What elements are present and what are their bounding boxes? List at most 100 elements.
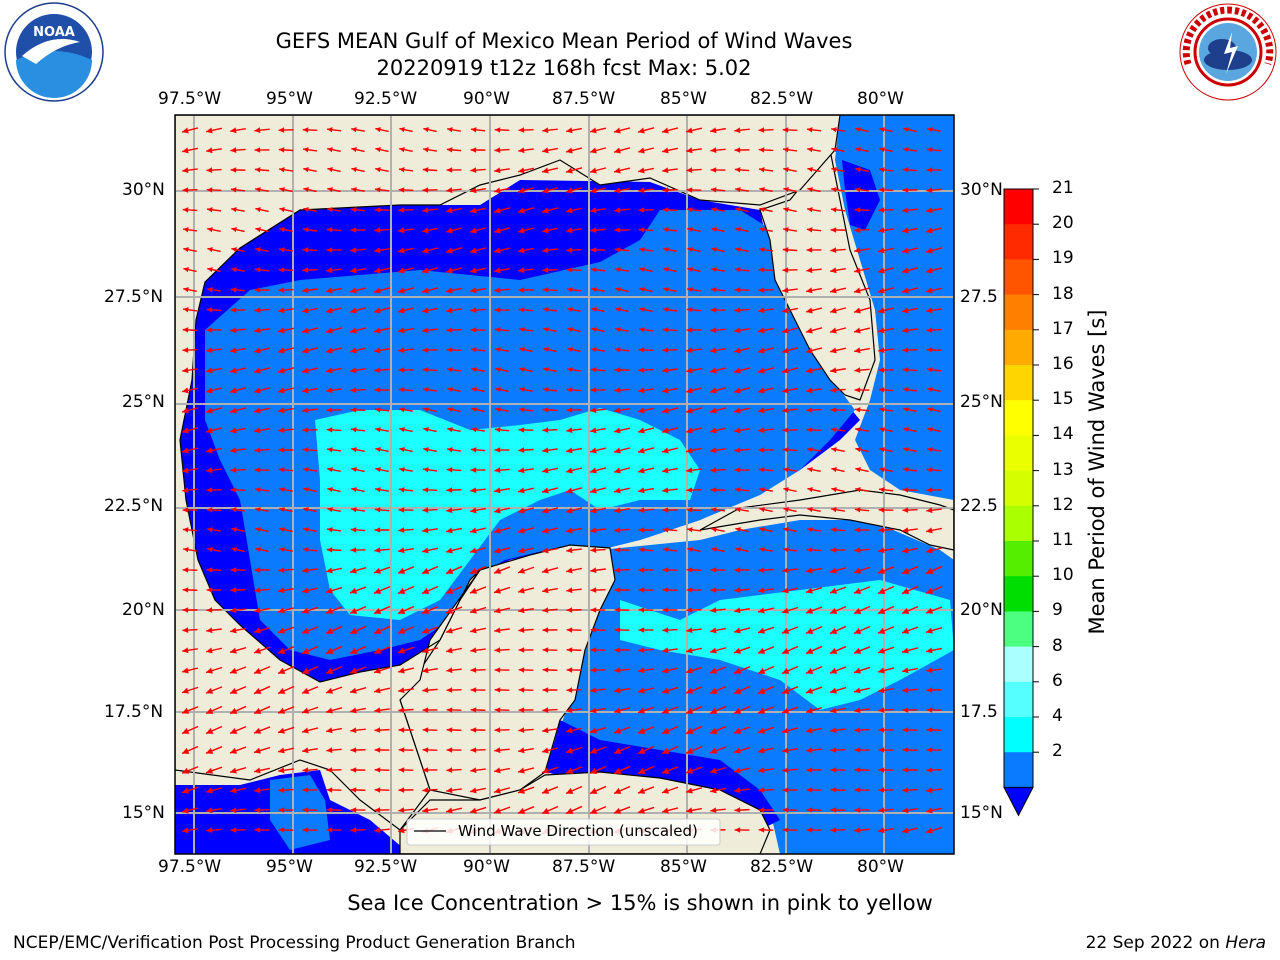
wind-wave-arrow [902,688,918,692]
wind-wave-arrowhead [855,467,861,473]
wind-wave-arrowhead [566,387,573,393]
wind-wave-arrowhead [878,827,885,834]
wind-wave-arrow [351,487,365,493]
wind-wave-arrow [854,248,870,252]
wind-wave-arrow [614,348,630,352]
wind-wave-arrowhead [279,187,285,193]
wind-wave-arrowhead [662,607,669,613]
wind-wave-arrowhead [734,387,741,394]
wind-wave-arrow [686,609,702,611]
wind-wave-arrowhead [878,607,886,614]
wind-wave-arrow [373,646,391,654]
wind-wave-arrowhead [231,247,237,253]
wind-wave-arrowhead [374,387,381,393]
wind-wave-arrowhead [806,127,813,133]
wind-wave-arrowhead [350,287,357,294]
wind-wave-arrow [445,227,463,233]
wind-wave-arrow [782,468,798,472]
wind-wave-arrowhead [470,247,477,254]
wind-wave-arrow [877,585,895,595]
wind-wave-arrowhead [686,407,693,414]
wind-wave-arrowhead [686,367,693,374]
legend-label: Wind Wave Direction (unscaled) [458,822,698,840]
wind-wave-arrowhead [447,387,453,393]
wind-wave-arrowhead [926,327,933,333]
wind-wave-arrow [301,626,319,634]
wind-wave-arrowhead [470,527,477,534]
wind-wave-arrow [566,588,582,592]
wind-wave-arrowhead [878,207,885,213]
wind-wave-arrowhead [662,687,669,694]
wind-wave-arrow [447,427,461,433]
wind-wave-arrowhead [302,287,309,294]
wind-wave-arrow [758,788,774,792]
wind-wave-arrow [879,468,893,472]
wind-wave-arrow [733,666,751,674]
wind-wave-arrow [877,267,895,273]
wind-wave-arrowhead [734,807,741,813]
wind-wave-arrow [662,528,678,532]
wind-wave-arrowhead [662,367,669,374]
wind-wave-arrowhead [758,327,765,334]
wind-wave-arrow [422,488,438,492]
wind-wave-arrow [470,709,486,711]
wind-wave-arrow [830,728,846,732]
wind-wave-arrowhead [183,287,189,293]
wind-wave-arrowhead [710,187,717,193]
wind-wave-arrow [901,267,919,273]
wind-wave-arrowhead [638,507,645,514]
wind-wave-arrowhead [254,347,261,354]
wind-wave-arrow [637,167,655,173]
wind-wave-arrowhead [926,807,933,814]
wind-wave-arrow [566,288,582,292]
wind-wave-arrowhead [279,547,285,553]
wind-wave-arrowhead [638,727,646,734]
wind-wave-arrow [205,407,223,413]
wind-wave-arrowhead [375,427,381,433]
wind-wave-arrowhead [351,467,357,473]
wind-wave-arrow [373,625,391,635]
wind-wave-arrowhead [686,147,693,154]
wind-wave-arrow [398,208,414,212]
wind-wave-arrow [758,168,774,172]
wind-wave-arrowhead [374,247,381,254]
wind-wave-arrow [205,647,223,653]
wind-wave-arrow [519,347,533,353]
wind-wave-arrowhead [878,347,885,354]
wind-wave-arrowhead [494,587,501,594]
wind-wave-arrowhead [590,247,597,253]
wind-wave-arrowhead [518,787,526,794]
wind-wave-arrowhead [567,347,573,353]
wind-wave-arrow [781,347,799,353]
wind-wave-arrowhead [230,487,237,493]
wind-wave-arrowhead [254,727,262,734]
wind-wave-arrowhead [326,587,333,594]
wind-wave-arrow [374,769,390,771]
wind-wave-arrow [350,728,366,732]
wind-wave-arrow [205,746,223,754]
wind-wave-arrow [638,349,654,351]
wind-wave-arrowhead [614,147,621,154]
wind-wave-arrowhead [855,147,861,153]
wind-wave-arrowhead [254,807,261,813]
wind-wave-arrowhead [615,287,621,293]
wind-wave-arrowhead [782,607,789,614]
wind-wave-arrow [662,308,678,312]
wind-wave-arrow [182,348,198,352]
wind-wave-arrow [878,209,894,211]
wind-wave-arrow [807,148,821,152]
wind-wave-arrowhead [902,727,909,733]
wind-wave-arrowhead [518,467,525,474]
wind-wave-arrow [254,328,270,332]
wind-wave-arrowhead [206,487,213,493]
wind-wave-arrowhead [350,827,357,833]
wind-wave-arrowhead [903,407,909,413]
wind-wave-arrowhead [375,447,381,453]
wind-wave-arrow [205,686,223,694]
wind-wave-arrow [565,766,583,774]
wind-wave-arrowhead [614,247,621,253]
wind-wave-arrowhead [710,747,718,754]
wind-wave-arrowhead [494,227,501,234]
wind-wave-arrow [831,508,845,512]
wind-wave-arrow [759,527,773,533]
